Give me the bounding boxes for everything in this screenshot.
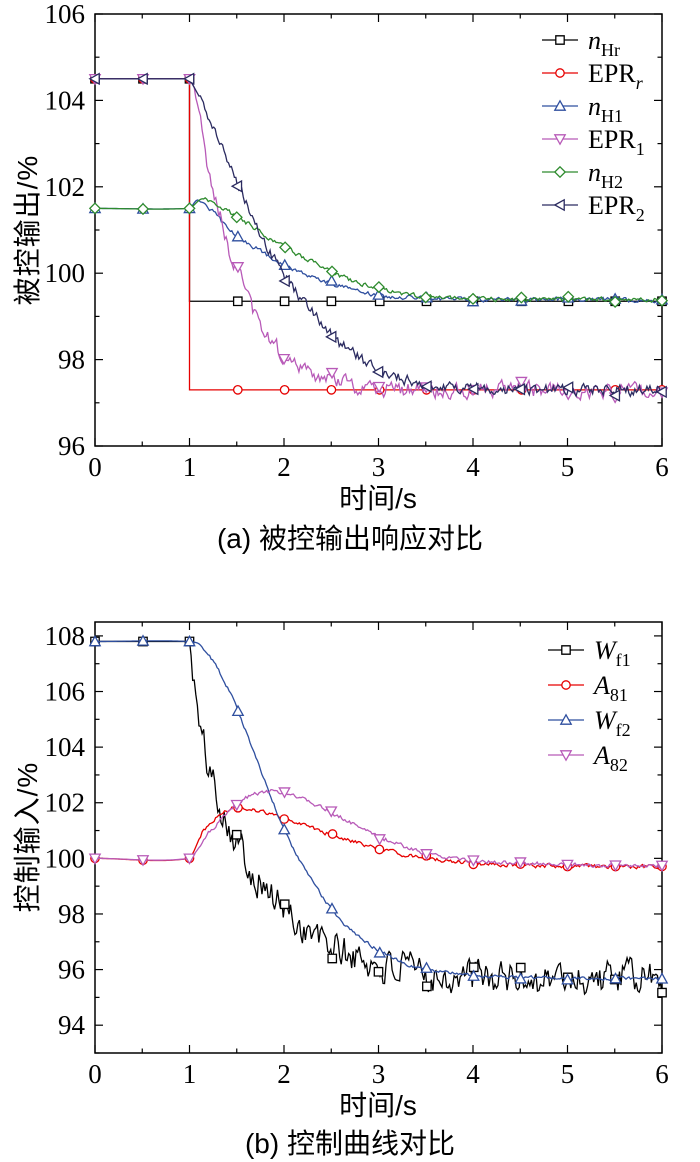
caption-b: (b) 控制曲线对比 — [244, 1128, 455, 1159]
legend-label: EPRr — [588, 59, 644, 93]
y-tick-label: 104 — [45, 732, 86, 762]
y-axis-label-b: 控制输入/% — [12, 761, 43, 913]
axis-ticks — [94, 13, 663, 447]
figure-controlled-output: 0 1 2 3 4 5 6 96 98 100 102 104 106 nHr EPRr nH1 EPR1 nH2… — [0, 0, 700, 556]
x-tick-label: 6 — [655, 452, 669, 482]
y-tick-label: 104 — [45, 85, 86, 115]
legend-marker — [559, 713, 573, 725]
y-tick-label: 102 — [45, 788, 86, 818]
legend-marker — [553, 99, 567, 111]
series-markers — [88, 787, 669, 873]
x-tick-label: 0 — [88, 1059, 102, 1089]
y-tick-label: 100 — [45, 258, 86, 288]
legend-label: A82 — [592, 741, 628, 775]
chart-a-canvas: 0 1 2 3 4 5 6 96 98 100 102 104 106 nHrEPRrnH1EPR1nH2… — [45, 0, 669, 482]
series-markers — [90, 73, 667, 307]
x-tick-label: 2 — [277, 1059, 291, 1089]
legend-label: EPR2 — [588, 191, 645, 225]
legend-marker — [553, 134, 567, 146]
series-markers — [90, 73, 667, 395]
caption-a: (a) 被控输出响应对比 — [216, 523, 483, 554]
figure-control-input: 0 1 2 3 4 5 6 94 96 98 100 102 104 106 108 Wf1 A81 Wf2 A82… — [0, 556, 700, 1159]
series-markers — [88, 634, 669, 985]
legend-marker — [561, 645, 571, 655]
series-markers — [88, 73, 669, 404]
y-tick-label: 98 — [58, 899, 85, 929]
legend-label: Wf1 — [594, 636, 631, 670]
y-tick-label: 108 — [45, 621, 86, 651]
y-tick-label: 96 — [58, 955, 85, 985]
x-tick-label: 1 — [183, 452, 197, 482]
x-axis-label-a: 时间/s — [339, 483, 417, 514]
x-axis-label-b: 时间/s — [339, 1090, 417, 1121]
legend-marker — [553, 165, 567, 179]
y-tick-label: 96 — [58, 431, 85, 461]
y-axis-label-a: 被控输出/% — [12, 154, 43, 306]
legend-label: Wf2 — [594, 706, 631, 740]
legend-marker — [561, 680, 571, 690]
legend-label: EPR1 — [588, 125, 645, 159]
y-tick-label: 100 — [45, 843, 86, 873]
y-tick-label: 106 — [45, 0, 86, 29]
y-tick-label: 106 — [45, 677, 86, 707]
series-line — [95, 640, 663, 981]
legend-label: A81 — [592, 671, 628, 705]
legend-marker — [555, 68, 565, 78]
x-tick-label: 5 — [561, 1059, 575, 1089]
series-line — [95, 78, 662, 302]
x-tick-label: 5 — [561, 452, 575, 482]
series-markers — [88, 72, 667, 402]
legend-marker — [553, 198, 565, 212]
series-line — [95, 78, 663, 402]
x-tick-label: 3 — [372, 452, 386, 482]
legend-label: nHr — [588, 26, 620, 60]
series-line — [95, 78, 663, 399]
x-tick-label: 2 — [277, 452, 291, 482]
series-line — [95, 78, 662, 391]
y-tick-label: 94 — [58, 1010, 86, 1040]
legend-marker — [555, 35, 565, 45]
x-tick-label: 1 — [183, 1059, 197, 1089]
series-line — [94, 788, 663, 870]
legend-label: nH2 — [588, 158, 623, 192]
x-tick-label: 6 — [655, 1059, 669, 1089]
x-tick-label: 4 — [466, 1059, 480, 1089]
y-tick-label: 102 — [45, 172, 86, 202]
legend-marker — [559, 750, 573, 762]
x-tick-label: 3 — [372, 1059, 386, 1089]
series-line — [95, 640, 663, 996]
y-tick-label: 98 — [58, 345, 85, 375]
legend-label: nH1 — [588, 92, 623, 126]
series-markers — [88, 202, 669, 308]
series-markers — [90, 636, 667, 998]
x-tick-label: 4 — [466, 452, 480, 482]
x-tick-label: 0 — [88, 452, 102, 482]
